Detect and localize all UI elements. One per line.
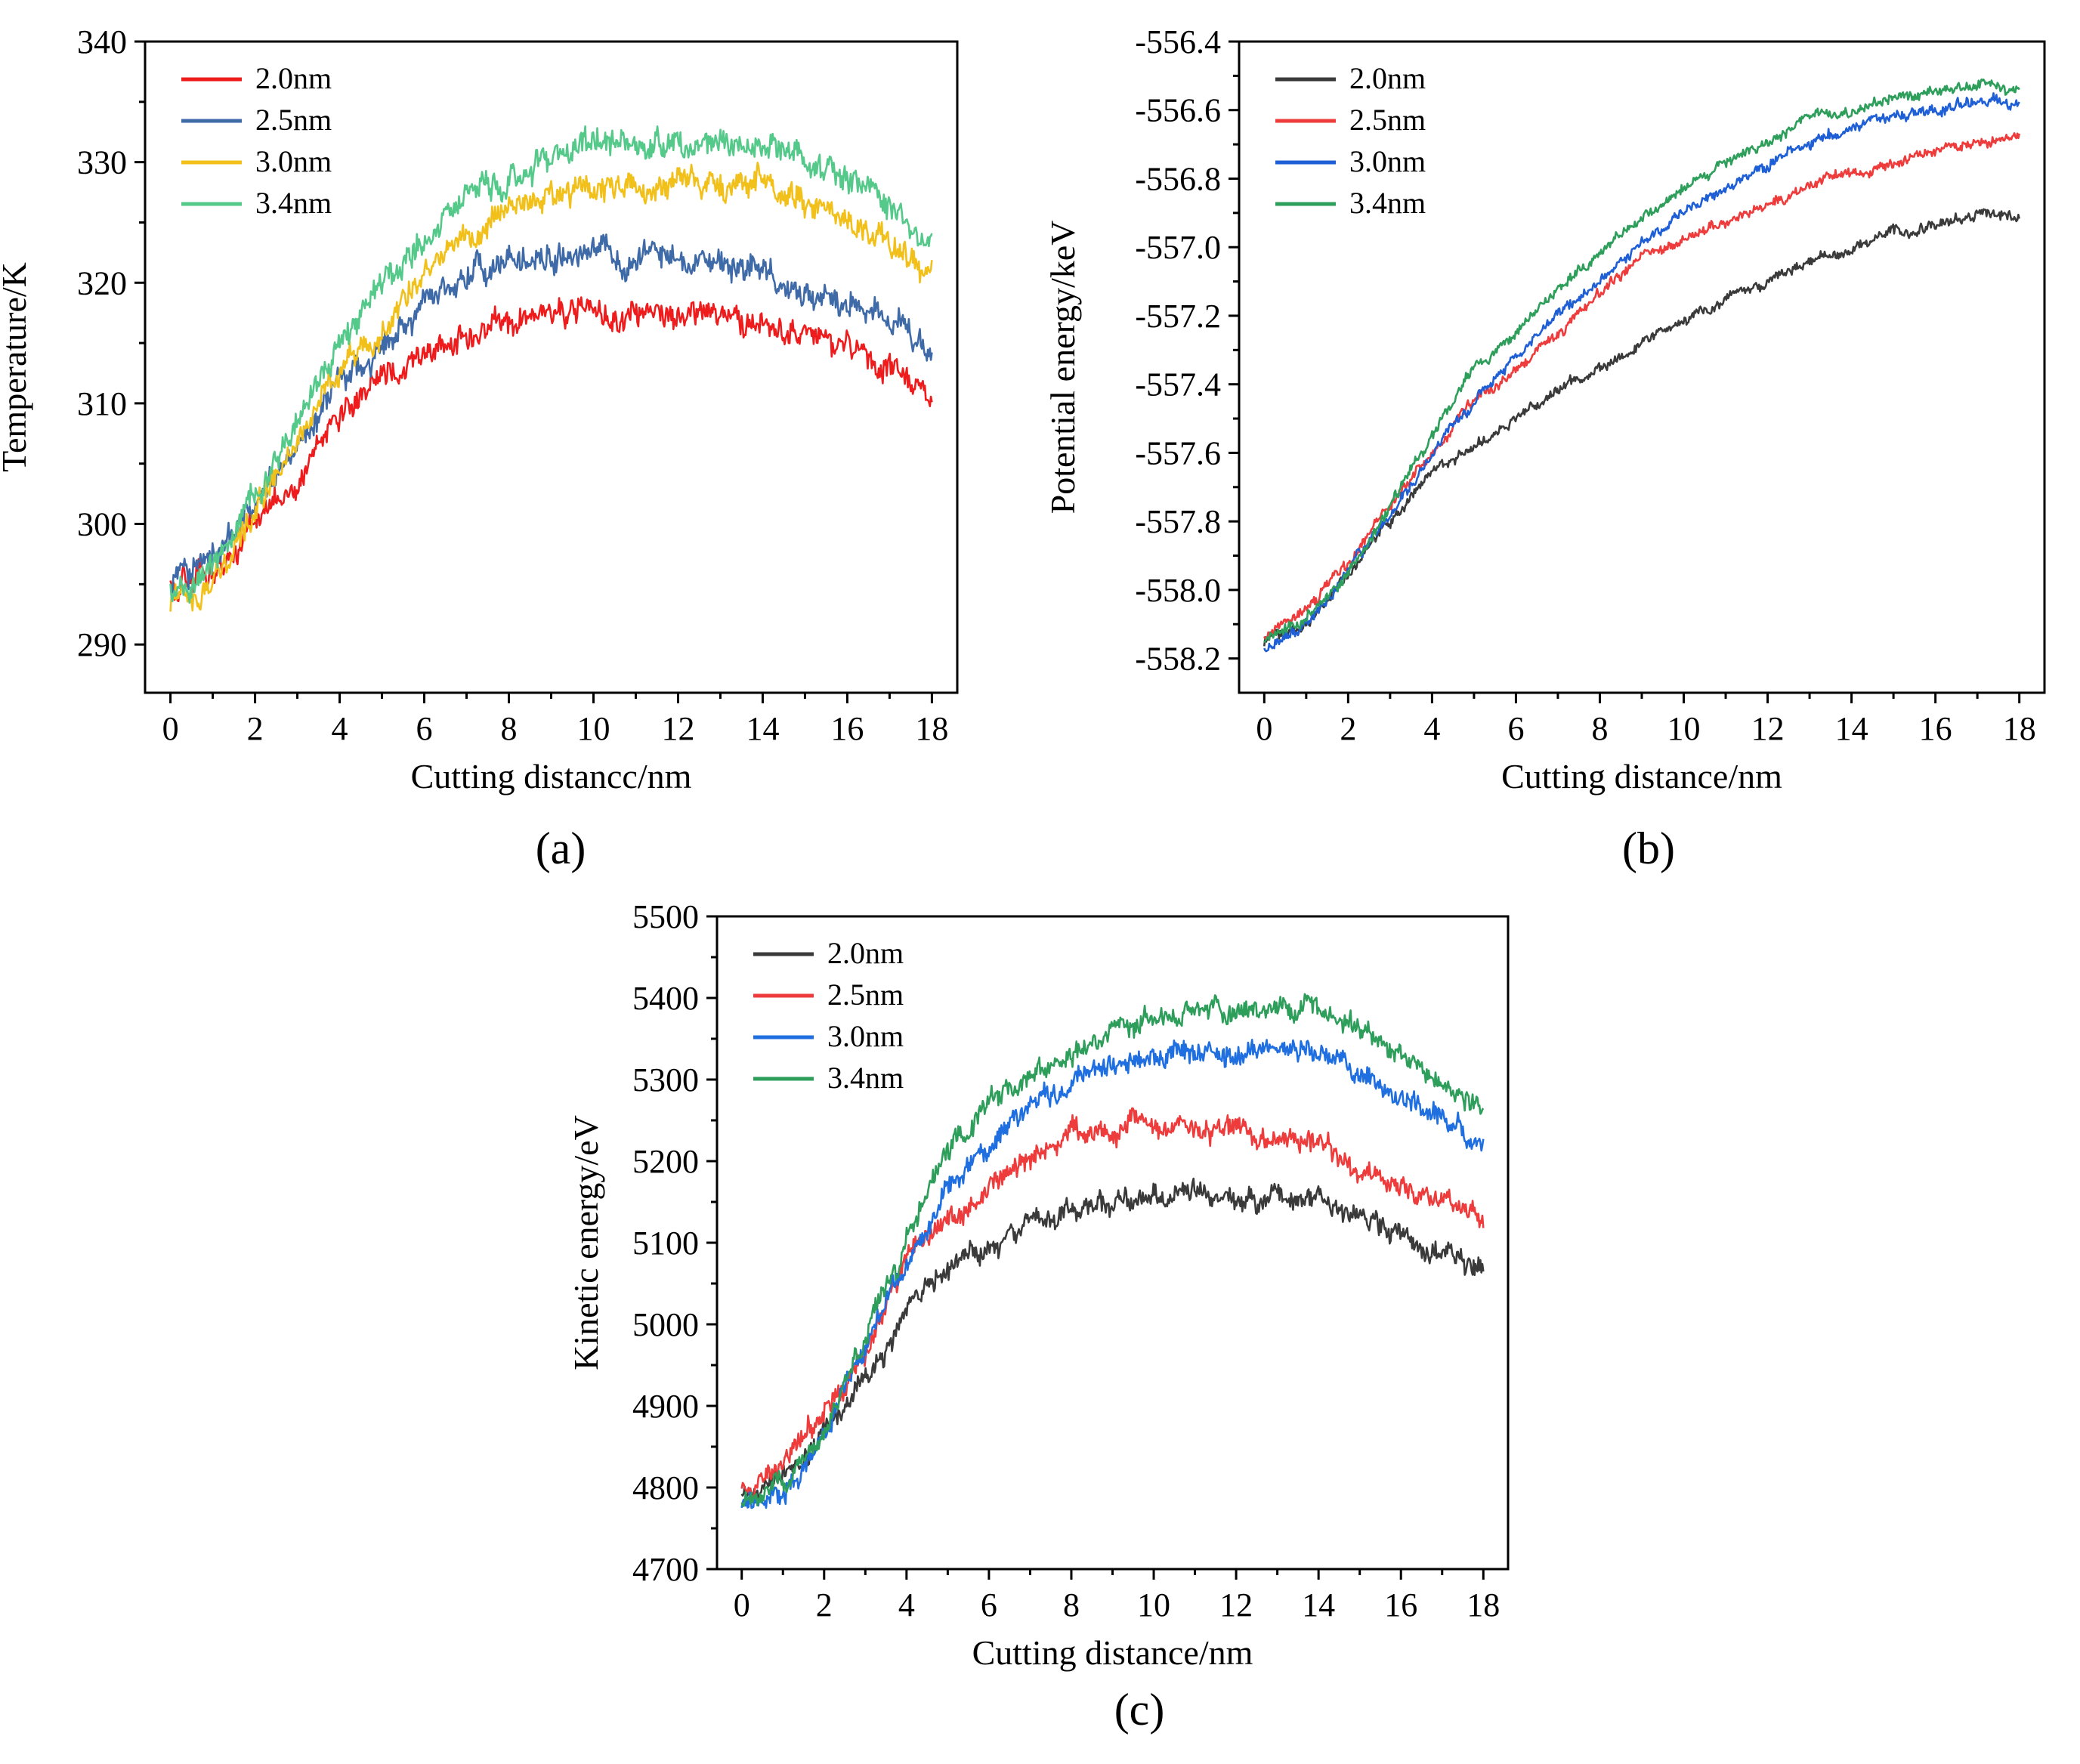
y-tick-label: 5300 — [632, 1061, 699, 1098]
x-tick-label: 14 — [1302, 1586, 1335, 1623]
series-line-3.0nm — [169, 162, 933, 612]
y-tick-label: -557.4 — [1135, 366, 1221, 403]
x-tick-label: 8 — [1063, 1586, 1080, 1623]
x-axis-title: Cutting distance/nm — [972, 1633, 1253, 1672]
y-tick-label: 4900 — [632, 1388, 699, 1425]
y-tick-label: -556.4 — [1135, 23, 1221, 60]
x-tick-label: 16 — [1919, 710, 1952, 747]
chart-panel-b: 0 2 4 6 8 10 12 14 16 18 -556.4 -556.6 -556.8 -557.0 -… — [1043, 23, 2046, 873]
legend-label: 2.0nm — [255, 61, 332, 95]
x-tick-label: 14 — [746, 710, 779, 747]
y-tick-label: 5400 — [632, 980, 699, 1017]
x-tick-label: 6 — [1507, 710, 1524, 747]
y-tick-label: 5000 — [632, 1306, 699, 1343]
y-tick-label: -558.2 — [1135, 641, 1221, 678]
series-line-3.4nm — [1263, 78, 2020, 644]
y-axis-title: Potential energy/keV — [1043, 221, 1082, 514]
legend-label: 3.4nm — [255, 186, 332, 220]
x-tick-label: 0 — [1256, 710, 1272, 747]
legend-label: 3.4nm — [827, 1061, 904, 1095]
series-line-2.0nm — [169, 296, 933, 603]
x-tick-label: 0 — [162, 710, 179, 747]
series-line-2.5nm — [169, 233, 933, 594]
chart-panel-a: 0 2 4 6 8 10 12 14 16 18 290 300 310 320 330 340 Cutting… — [0, 23, 959, 873]
series-line-2.5nm — [1263, 132, 2020, 640]
x-tick-label: 4 — [1423, 710, 1440, 747]
series-line-3.0nm — [740, 1039, 1485, 1509]
y-tick-label: 4700 — [632, 1551, 699, 1588]
plot-frame — [1238, 40, 2046, 694]
x-tick-label: 6 — [981, 1586, 997, 1623]
y-tick-label: 290 — [77, 626, 127, 663]
x-tick-label: 18 — [915, 710, 948, 747]
y-tick-label: 340 — [77, 23, 127, 60]
y-tick-label: -558.0 — [1135, 572, 1221, 609]
x-tick-label: 18 — [2003, 710, 2036, 747]
x-axis-title: Cutting distancc/nm — [411, 757, 692, 795]
legend-label: 3.0nm — [1349, 144, 1426, 178]
series-line-2.5nm — [740, 1107, 1485, 1500]
x-tick-label: 0 — [734, 1586, 750, 1623]
y-tick-label: -557.8 — [1135, 503, 1221, 540]
series-line-3.4nm — [169, 125, 933, 604]
chart-panel-c: 0 2 4 6 8 10 12 14 16 18 4700 4800 4900 5000 5100 5200 5… — [567, 898, 1510, 1735]
x-tick-label: 12 — [1219, 1586, 1253, 1623]
x-tick-label: 2 — [247, 710, 264, 747]
x-tick-label: 18 — [1467, 1586, 1500, 1623]
x-tick-label: 10 — [1667, 710, 1701, 747]
legend-label: 2.5nm — [255, 103, 332, 137]
legend-label: 3.0nm — [255, 144, 332, 178]
panel-caption: (a) — [536, 823, 586, 873]
y-tick-label: -557.6 — [1135, 434, 1221, 471]
x-tick-label: 4 — [898, 1586, 915, 1623]
legend-label: 3.4nm — [1349, 186, 1426, 220]
legend-label: 2.5nm — [1349, 103, 1426, 137]
x-tick-label: 2 — [1340, 710, 1356, 747]
legend-label: 2.0nm — [827, 936, 904, 970]
y-tick-label: 5500 — [632, 898, 699, 935]
x-tick-label: 16 — [830, 710, 864, 747]
y-tick-label: 5200 — [632, 1143, 699, 1180]
y-tick-label: 320 — [77, 264, 127, 301]
panel-caption: (b) — [1622, 823, 1675, 873]
y-tick-label: 300 — [77, 506, 127, 543]
y-tick-label: -556.8 — [1135, 160, 1221, 197]
y-tick-label: 4800 — [632, 1469, 699, 1506]
x-tick-label: 6 — [416, 710, 433, 747]
legend-label: 2.5nm — [827, 978, 904, 1012]
x-tick-label: 12 — [661, 710, 694, 747]
plot-frame — [144, 40, 959, 694]
y-tick-label: 310 — [77, 385, 127, 422]
y-axis-title: Kinetic energy/eV — [567, 1115, 605, 1370]
y-axis-title: Temperature/K — [0, 262, 33, 472]
x-axis-title: Cutting distance/nm — [1501, 757, 1782, 795]
x-tick-label: 10 — [1137, 1586, 1170, 1623]
x-tick-label: 16 — [1384, 1586, 1417, 1623]
y-tick-label: 5100 — [632, 1225, 699, 1262]
series-line-3.4nm — [740, 993, 1485, 1507]
legend-label: 3.0nm — [827, 1019, 904, 1053]
series-line-2.0nm — [1263, 208, 2020, 647]
series-line-3.0nm — [1263, 92, 2020, 653]
panel-caption: (c) — [1114, 1685, 1165, 1735]
y-tick-label: 330 — [77, 144, 127, 181]
y-tick-label: -557.0 — [1135, 229, 1221, 266]
x-tick-label: 14 — [1835, 710, 1868, 747]
x-tick-label: 8 — [501, 710, 518, 747]
series-line-2.0nm — [740, 1177, 1485, 1503]
y-tick-label: -557.2 — [1135, 298, 1221, 335]
y-tick-label: -556.6 — [1135, 92, 1221, 129]
x-tick-label: 12 — [1751, 710, 1785, 747]
x-tick-label: 4 — [332, 710, 348, 747]
legend-label: 2.0nm — [1349, 61, 1426, 95]
x-tick-label: 8 — [1591, 710, 1608, 747]
x-tick-label: 2 — [816, 1586, 833, 1623]
x-tick-label: 10 — [576, 710, 610, 747]
